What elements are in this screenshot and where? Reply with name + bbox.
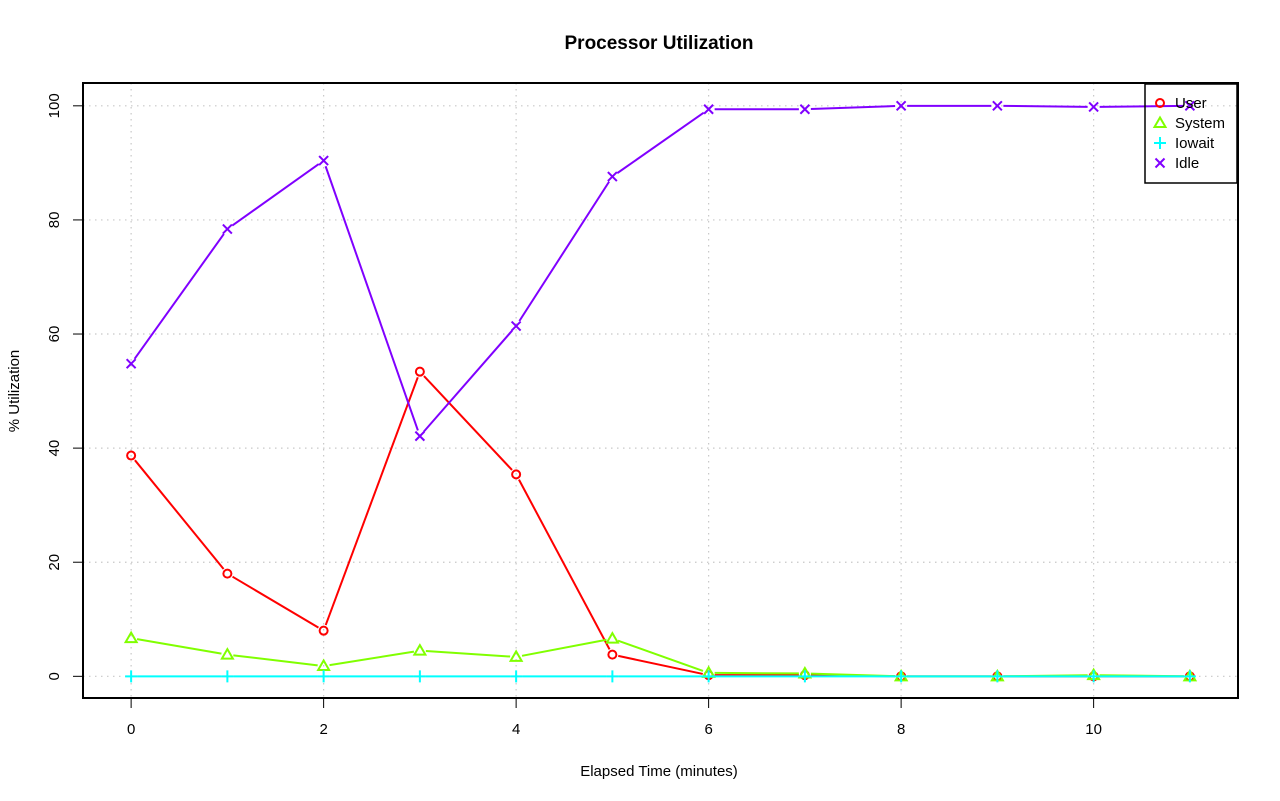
series-system-point	[316, 658, 331, 672]
series-system-point	[412, 643, 428, 656]
y-tick-label: 20	[46, 554, 63, 571]
legend-marker	[1155, 98, 1165, 108]
series-user	[126, 366, 1195, 682]
legend-marker	[1154, 157, 1166, 169]
y-axis-label: % Utilization	[6, 350, 23, 433]
series-iowait-point	[1087, 670, 1100, 683]
x-axis-label: Elapsed Time (minutes)	[580, 763, 738, 780]
series-system	[123, 630, 1198, 682]
legend-entry-iowait: Iowait	[1154, 135, 1215, 152]
y-tick-label: 80	[46, 212, 63, 229]
series-iowait-point	[413, 670, 426, 683]
series-idle-segment	[423, 329, 513, 433]
legend-box	[1144, 83, 1238, 184]
legend-label: Iowait	[1175, 135, 1215, 152]
series-iowait-point	[702, 670, 715, 683]
legend-entry-system: System	[1152, 115, 1225, 132]
series-system-segment	[425, 650, 511, 658]
series-system-segment	[329, 650, 415, 667]
legend-label: System	[1175, 115, 1225, 132]
legend: User System Iowait Idle	[1144, 83, 1238, 184]
series-idle-point	[703, 104, 714, 115]
series-user-segment	[324, 376, 419, 626]
series-idle-segment	[324, 165, 419, 431]
legend-entry-user: User	[1155, 95, 1207, 112]
legend-marker	[1152, 115, 1168, 128]
x-tick-label: 10	[1085, 721, 1102, 738]
series-system-segment	[521, 638, 607, 657]
series-user-point	[414, 366, 425, 377]
series-iowait-point	[1183, 670, 1196, 683]
series-user-point	[511, 469, 522, 480]
series-idle-point	[1088, 101, 1099, 113]
series-idle-segment	[518, 181, 610, 322]
series-system-segment	[617, 639, 704, 672]
legend-label: User	[1175, 95, 1207, 112]
series-idle-point	[318, 155, 329, 166]
series-user-segment	[518, 479, 611, 650]
series-idle	[125, 100, 1196, 442]
x-tick-label: 0	[127, 721, 135, 738]
series-iowait-point	[606, 670, 619, 683]
legend-entry-idle: Idle	[1154, 155, 1199, 172]
series-iowait-point	[895, 670, 908, 683]
series-iowait	[125, 670, 1196, 683]
series-user-segment	[134, 459, 225, 570]
plot-frame	[82, 82, 1239, 699]
series-idle-point	[510, 320, 522, 332]
series-idle-point	[125, 358, 137, 369]
series-idle-point	[895, 100, 907, 112]
series-user-segment	[423, 375, 513, 471]
series-user-segment	[618, 654, 703, 675]
series-idle-point	[222, 223, 233, 235]
series-user-point	[222, 568, 233, 579]
x-tick-label: 2	[319, 721, 327, 738]
series-system-point	[220, 647, 235, 660]
legend-label: Idle	[1175, 155, 1199, 172]
series-idle-segment	[231, 163, 320, 227]
series-iowait-point	[798, 670, 811, 683]
series-idle-segment	[810, 105, 896, 111]
series-idle-segment	[1003, 104, 1088, 108]
series-system-point	[605, 631, 620, 644]
series-iowait-point	[991, 670, 1004, 683]
x-tick-label: 8	[897, 721, 905, 738]
series-system-point	[123, 630, 139, 644]
y-tick-label: 60	[46, 326, 63, 343]
y-tick-label: 100	[46, 93, 63, 118]
x-tick-label: 4	[512, 721, 520, 738]
series-system-segment	[233, 654, 318, 667]
series-idle-point	[1184, 100, 1196, 112]
series-idle-segment	[133, 233, 225, 360]
series-idle-segment	[616, 111, 705, 174]
series-idle-point	[992, 100, 1003, 112]
y-tick-label: 0	[46, 672, 63, 680]
series-iowait-point	[221, 670, 234, 683]
series-system-point	[508, 649, 524, 662]
x-tick-label: 6	[704, 721, 712, 738]
grid	[83, 83, 1238, 698]
series-idle-point	[607, 171, 618, 182]
series-idle-segment	[1099, 104, 1184, 108]
series-user-point	[318, 625, 329, 636]
series-system-segment	[136, 638, 222, 655]
series-user-segment	[232, 575, 319, 629]
legend-marker	[1154, 137, 1166, 149]
series-idle-point	[414, 430, 426, 442]
y-tick-label: 40	[46, 440, 63, 457]
series-iowait-point	[317, 670, 330, 683]
series-user-point	[607, 649, 618, 660]
series-iowait-point	[125, 670, 138, 683]
series-user-point	[126, 450, 137, 461]
series-idle-point	[799, 104, 811, 115]
chart-title: Processor Utilization	[565, 33, 754, 54]
series	[123, 100, 1198, 683]
series-iowait-point	[510, 670, 523, 683]
